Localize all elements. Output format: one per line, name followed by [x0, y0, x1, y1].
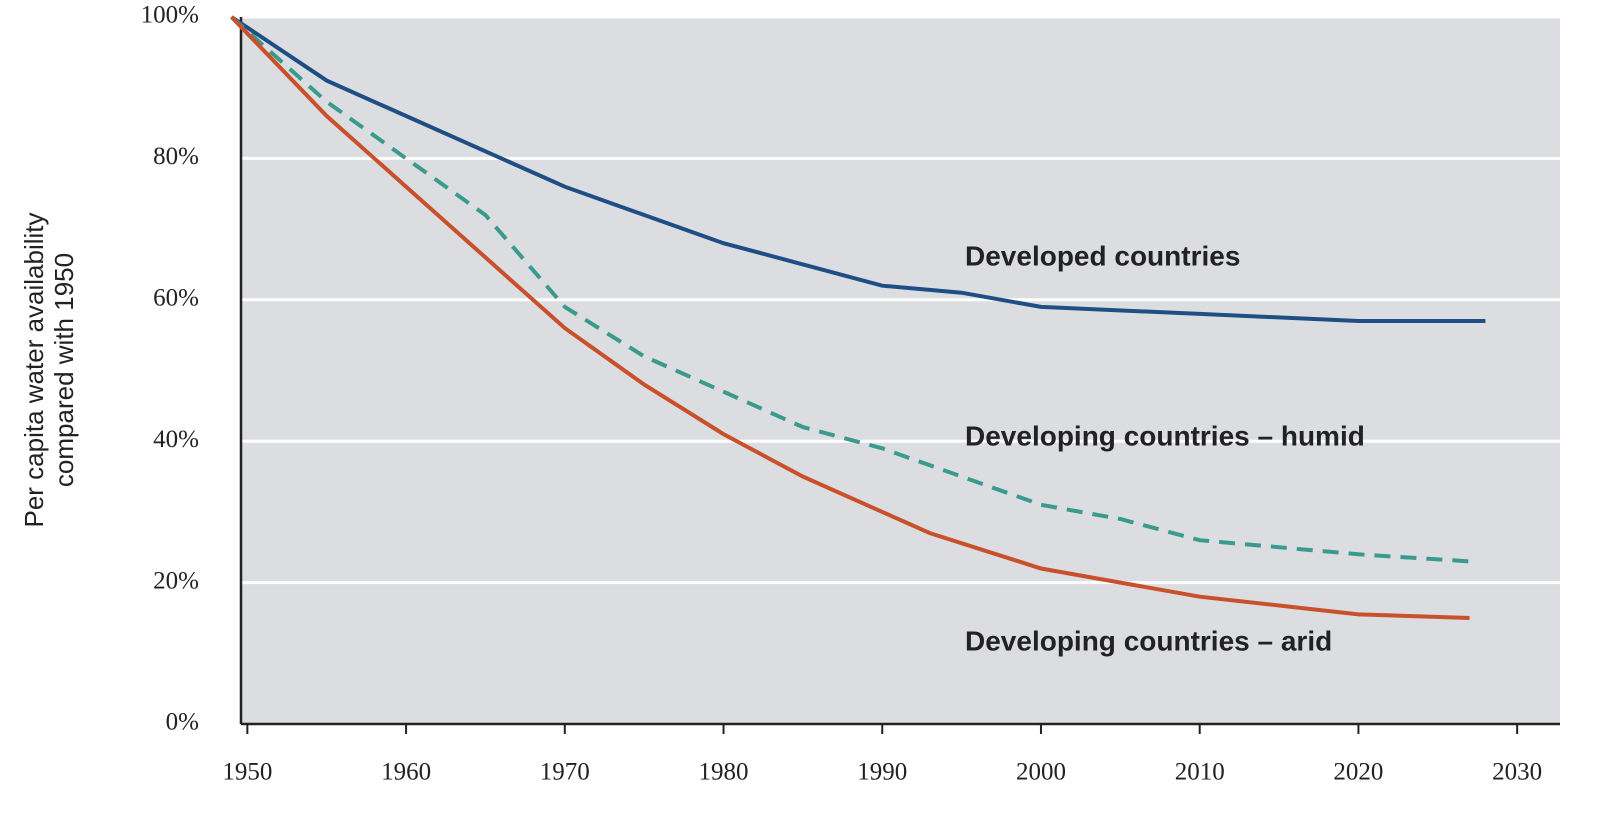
series-line	[230, 15, 1486, 323]
series-line	[230, 15, 1470, 564]
series-line	[230, 15, 1470, 620]
y-axis-label: Per capita water availabilitycompared wi…	[19, 212, 79, 527]
x-tick-label: 2020	[1333, 759, 1383, 786]
x-tick-label: 2000	[1016, 759, 1066, 786]
series-label: Developing countries – arid	[965, 625, 1332, 656]
y-tick-label: 60%	[153, 285, 199, 312]
x-tick-label: 1950	[222, 759, 272, 786]
x-tick-label: 2030	[1492, 759, 1542, 786]
x-tick-label: 1980	[699, 759, 749, 786]
y-tick-label: 100%	[141, 2, 199, 29]
series-label: Developed countries	[965, 240, 1240, 271]
series-label: Developing countries – humid	[965, 420, 1365, 451]
y-axis-label-line: compared with 1950	[49, 253, 79, 487]
plot-area	[241, 17, 1560, 724]
y-tick-label: 0%	[166, 709, 199, 736]
y-tick-label: 20%	[153, 567, 199, 594]
x-tick-label: 1970	[540, 759, 590, 786]
x-tick-label: 2010	[1175, 759, 1225, 786]
x-tick-label: 1990	[857, 759, 907, 786]
y-tick-label: 80%	[153, 143, 199, 170]
y-axis-label-line: Per capita water availability	[19, 212, 49, 527]
y-tick-label: 40%	[153, 426, 199, 453]
x-tick-label: 1960	[381, 759, 431, 786]
